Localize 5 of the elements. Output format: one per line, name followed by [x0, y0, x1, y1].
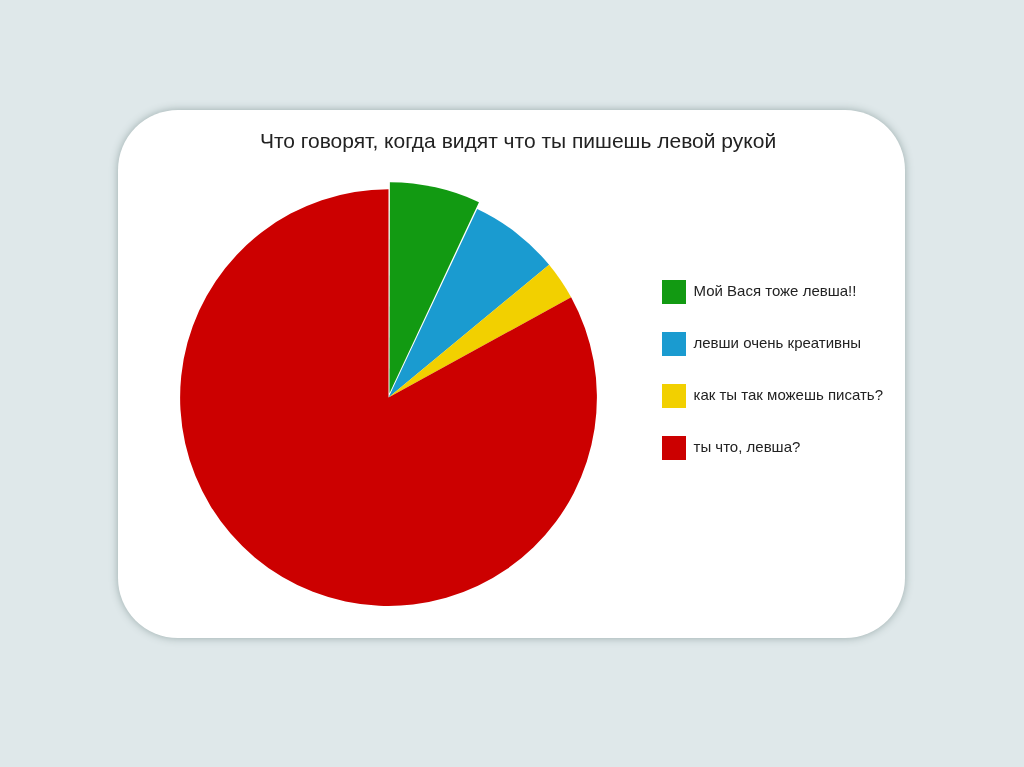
legend-label: левши очень креативны: [693, 334, 862, 352]
legend-label: Мой Вася тоже левша!!: [693, 282, 857, 300]
legend-label: как ты так можешь писать?: [693, 386, 884, 404]
chart-title: Что говорят, когда видят что ты пишешь левой рукой: [259, 129, 777, 153]
legend-label: ты что, левша?: [693, 438, 801, 456]
